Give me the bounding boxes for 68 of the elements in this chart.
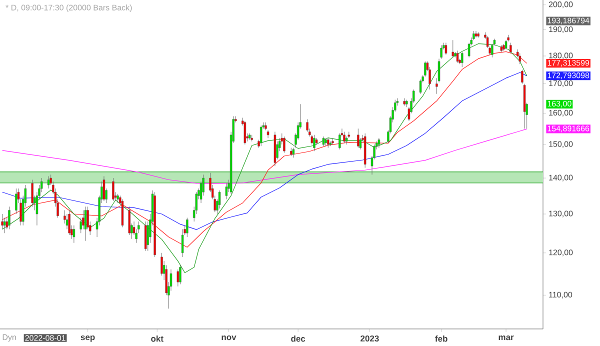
candlestick <box>456 50 459 64</box>
y-tick-label: 150,00 <box>549 141 573 148</box>
candlestick <box>66 214 68 230</box>
text: Dyn <box>2 334 16 342</box>
candlestick <box>461 52 464 68</box>
candlestick <box>521 69 524 84</box>
x-tick-label: nov <box>222 335 236 340</box>
candlestick <box>283 136 286 153</box>
candlestick <box>179 264 182 284</box>
candlestick <box>47 176 50 189</box>
candlestick <box>474 30 478 38</box>
candlestick <box>357 128 360 148</box>
x-tick-label: mar <box>498 335 514 340</box>
candlestick <box>518 53 522 64</box>
candlestick <box>260 125 262 146</box>
candlestick <box>31 180 34 207</box>
candlestick <box>343 132 346 144</box>
text: 193,186794 <box>548 18 590 24</box>
annotation: 154,891666 <box>548 126 590 132</box>
x-tick-label: okt <box>151 335 164 342</box>
candlestick <box>378 138 380 148</box>
candlestick <box>292 148 295 158</box>
candlestick <box>84 206 87 242</box>
candlestick <box>82 210 84 230</box>
candlestick <box>112 178 114 202</box>
candlestick <box>4 218 6 234</box>
candlestick <box>116 194 119 204</box>
candlestick <box>15 188 18 214</box>
candlestick <box>315 138 318 145</box>
annotation: 177,313599 <box>548 60 590 67</box>
x-tick-label: 2023 <box>360 335 379 342</box>
y-tick-label: 180,00 <box>549 52 573 60</box>
candlestick <box>68 210 70 236</box>
candlestick <box>322 136 325 146</box>
annotation: 172,793098 <box>548 72 590 80</box>
x-tick-label: dec <box>291 335 306 342</box>
candlestick <box>1 214 4 230</box>
x-tick-label: sep <box>80 335 95 342</box>
annotation: 163,00 <box>548 100 572 108</box>
candlestick <box>313 134 316 152</box>
candlestick <box>444 42 448 55</box>
candlestick <box>419 79 422 94</box>
candlestick <box>181 228 184 258</box>
y-tick-label: 190,00 <box>549 26 573 34</box>
text: * D, 09:00-17:30 (20000 Bars Back) <box>6 4 132 12</box>
x-tick-label: feb <box>435 335 448 342</box>
y-tick-label: 170,00 <box>549 80 573 88</box>
line-series <box>2 72 528 230</box>
y-tick-label: 120,00 <box>549 250 573 256</box>
candlestick <box>144 221 147 252</box>
candlestick <box>160 252 163 276</box>
y-tick-label: 130,00 <box>549 210 573 218</box>
y-tick-label: 160,00 <box>549 110 573 116</box>
candlestick <box>510 42 512 54</box>
candlestick <box>225 183 228 200</box>
candlestick <box>186 218 188 238</box>
y-tick-label: 200,00 <box>548 2 573 8</box>
candlestick <box>128 206 131 236</box>
candlestick <box>266 130 270 138</box>
candlestick <box>102 176 106 202</box>
y-tick-label: 110,00 <box>549 292 572 298</box>
y-tick-label: 140,00 <box>549 174 573 182</box>
candlestick <box>176 269 180 287</box>
candlestick <box>8 206 10 230</box>
candlestick <box>72 225 76 244</box>
text: 2022-08-01 <box>25 335 66 341</box>
candlestick <box>440 45 442 59</box>
line-series <box>2 128 528 184</box>
